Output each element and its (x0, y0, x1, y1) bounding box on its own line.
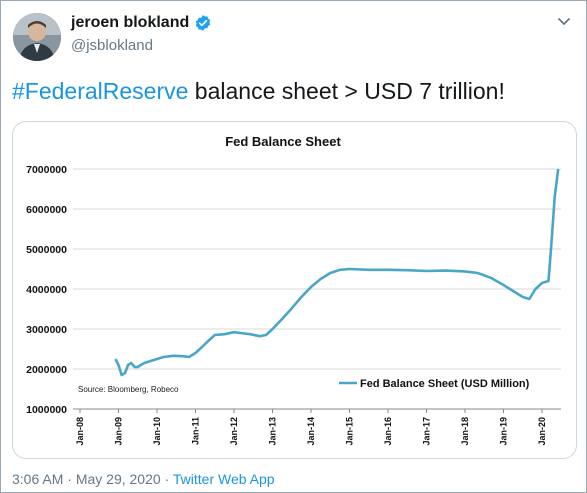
x-tick-label: Jan-11 (191, 417, 201, 445)
x-tick-label: Jan-17 (422, 417, 432, 446)
source-note: Source: Bloomberg, Robeco (78, 385, 179, 394)
x-tick-label: Jan-13 (268, 417, 278, 446)
y-tick-label: 4000000 (26, 284, 67, 296)
tweet-text: #FederalReserve balance sheet > USD 7 tr… (12, 78, 505, 105)
chevron-down-icon[interactable] (556, 13, 572, 29)
y-tick-label: 1000000 (26, 404, 67, 416)
display-name-text[interactable]: jeroen blokland (71, 14, 190, 31)
chart-grid (73, 168, 561, 410)
tweet-source-link[interactable]: Twitter Web App (172, 471, 275, 487)
x-tick-label: Jan-19 (499, 417, 509, 446)
tweet-body: balance sheet > USD 7 trillion! (188, 78, 505, 104)
verified-badge-icon (196, 15, 211, 31)
x-tick-label: Jan-09 (114, 417, 124, 446)
x-tick-label: Jan-15 (345, 417, 355, 446)
y-tick-label: 5000000 (26, 244, 67, 256)
separator: · (164, 471, 170, 487)
y-tick-label: 2000000 (26, 364, 67, 376)
x-tick-label: Jan-20 (537, 417, 547, 446)
tweet-time[interactable]: 3:06 AM (12, 471, 64, 487)
display-name[interactable]: jeroen blokland (71, 14, 212, 32)
y-axis: 1000000 2000000 3000000 4000000 5000000 60000… (26, 164, 67, 416)
chart-title: Fed Balance Sheet (225, 134, 341, 149)
y-tick-label: 6000000 (26, 204, 67, 216)
x-tick-label: Jan-10 (152, 417, 162, 446)
avatar-image (13, 13, 61, 61)
x-tick-label: Jan-14 (306, 417, 316, 446)
tweet-date[interactable]: May 29, 2020 (75, 471, 161, 487)
separator: · (67, 471, 72, 487)
tweet-media-chart[interactable]: Fed Balance Sheet 1000000 2000000 3000000 4… (12, 121, 577, 459)
x-tick-label: Jan-16 (383, 417, 393, 446)
avatar[interactable] (13, 13, 61, 61)
x-tick-label: Jan-12 (229, 417, 239, 446)
chart-svg: Fed Balance Sheet 1000000 2000000 3000000 4… (26, 134, 561, 446)
hashtag-link[interactable]: #FederalReserve (12, 78, 189, 104)
y-tick-label: 3000000 (26, 324, 67, 336)
user-handle[interactable]: @jsblokland (71, 37, 153, 54)
tweet-timestamp: 3:06 AM · May 29, 2020 · Twitter Web App (12, 471, 275, 487)
legend-label: Fed Balance Sheet (USD Million) (360, 378, 530, 390)
x-tick-label: Jan-08 (75, 417, 85, 446)
series-line-fed-balance-sheet (114, 168, 560, 377)
x-tick-label: Jan-18 (460, 417, 470, 446)
x-axis: Jan-08 Jan-09 Jan-10 Jan-11 Jan-12 Jan-13 Jan-… (75, 409, 547, 446)
y-tick-label: 7000000 (26, 164, 67, 176)
